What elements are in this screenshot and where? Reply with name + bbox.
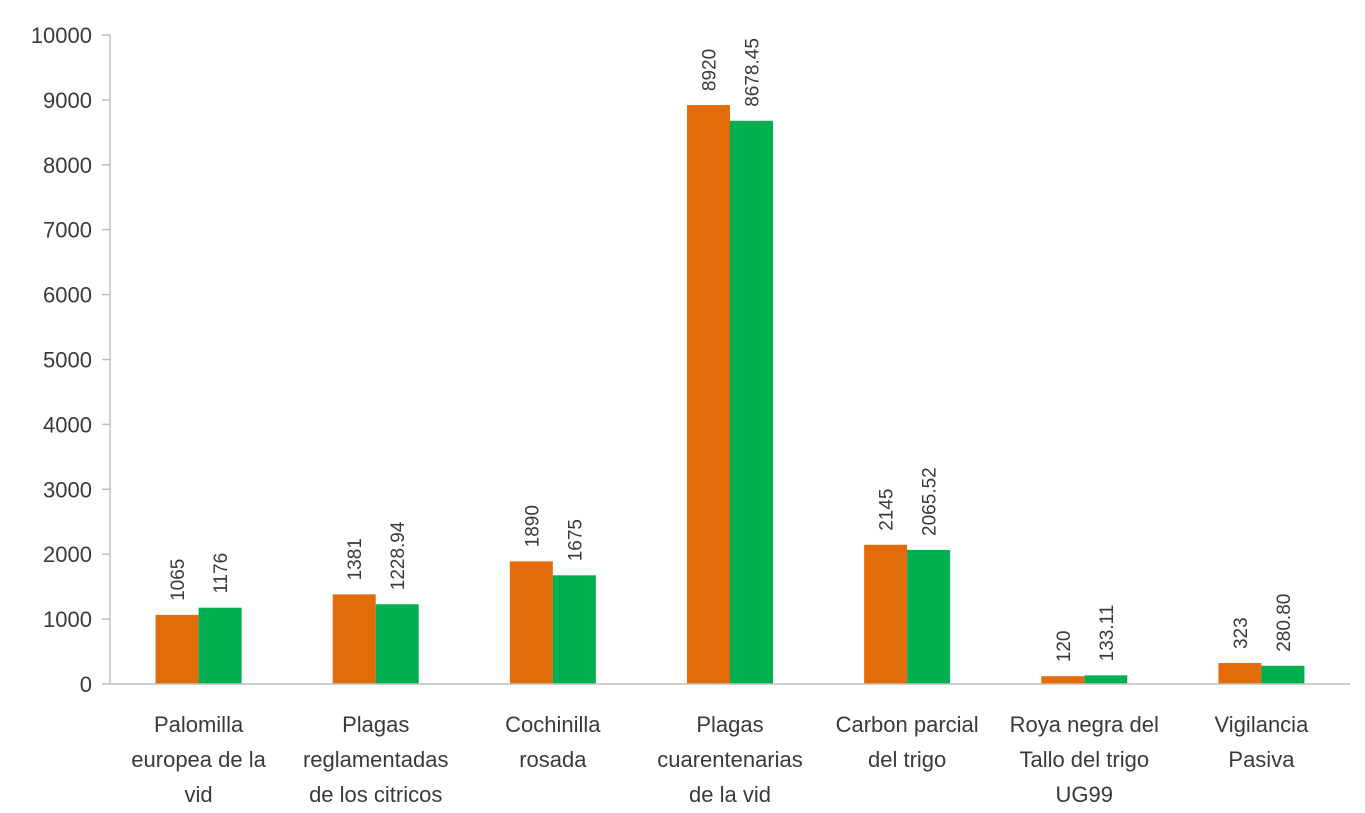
bar-series-1-7 [1218, 663, 1262, 684]
data-label-series-1-3: 1890 [522, 505, 543, 547]
data-label-series-1-7: 323 [1231, 617, 1252, 649]
y-tick-label: 6000 [43, 283, 92, 308]
bar-series-2-4 [730, 120, 773, 684]
y-tick-label: 1000 [43, 607, 92, 632]
x-category-label: Pasiva [1228, 747, 1295, 772]
data-label-series-2-7: 280.80 [1274, 594, 1295, 652]
data-label-series-2-4: 8678.45 [743, 38, 764, 107]
x-category-label: de los citricos [309, 782, 442, 807]
data-label-series-2-2: 1228.94 [388, 521, 409, 590]
y-tick-label: 9000 [43, 88, 92, 113]
data-label-series-2-1: 1176 [211, 553, 232, 594]
x-category-label: rosada [519, 747, 587, 772]
y-tick-label: 0 [80, 672, 92, 697]
y-tick-label: 4000 [43, 412, 92, 437]
bar-series-1-2 [332, 594, 376, 684]
data-label-series-2-3: 1675 [565, 519, 586, 561]
x-category-label: UG99 [1056, 782, 1113, 807]
x-category-label: del trigo [868, 747, 946, 772]
x-category-label: cuarentenarias [657, 747, 803, 772]
bar-series-2-7 [1261, 665, 1305, 684]
bar-series-2-5 [907, 549, 951, 684]
bar-series-2-3 [552, 575, 596, 684]
bar-series-1-3 [509, 561, 553, 684]
x-axis: Palomilla europea de la vid Plagas reglament… [110, 683, 1350, 807]
x-category-label: Plagas [696, 712, 763, 737]
x-category-label: Tallo del trigo [1019, 747, 1149, 772]
bar-series-1-1 [155, 614, 199, 684]
bar-series-1-4 [687, 105, 730, 685]
x-category-label: Vigilancia [1215, 712, 1310, 737]
data-label-series-2-5: 2065.52 [920, 467, 941, 536]
data-label-series-1-6: 120 [1054, 631, 1075, 663]
x-category-label: vid [185, 782, 213, 807]
y-tick-label: 8000 [43, 153, 92, 178]
data-label-series-1-5: 2145 [877, 489, 898, 531]
y-tick-label: 5000 [43, 348, 92, 373]
x-category-label: Roya negra del [1010, 712, 1159, 737]
bar-series-1-6 [1041, 676, 1085, 684]
x-category-label: Cochinilla [505, 712, 601, 737]
y-tick-label: 10000 [31, 23, 92, 48]
x-category-label: Palomilla [154, 712, 244, 737]
y-tick-label: 2000 [43, 542, 92, 567]
x-category-label: de la vid [689, 782, 771, 807]
x-category-label: Plagas [342, 712, 409, 737]
bar-series-2-2 [375, 604, 419, 684]
bars [155, 105, 1305, 685]
y-tick-label: 7000 [43, 218, 92, 243]
x-category-label: Carbon parcial [836, 712, 979, 737]
data-labels: 1065 1176 1381 1228.94 1890 1675 8920 8678.45 21… [168, 38, 1295, 662]
y-axis: 0 1000 2000 3000 4000 5000 6000 7000 8000 9000 100… [31, 23, 111, 697]
bar-series-2-6 [1084, 675, 1128, 684]
bar-series-2-1 [198, 607, 242, 684]
y-tick-label: 3000 [43, 477, 92, 502]
data-label-series-1-2: 1381 [345, 538, 366, 580]
x-category-label: reglamentadas [303, 747, 449, 772]
bar-series-1-5 [864, 544, 908, 684]
x-category-label: europea de la [131, 747, 266, 772]
data-label-series-1-1: 1065 [168, 559, 189, 601]
data-label-series-1-4: 8920 [700, 49, 721, 91]
data-label-series-2-6: 133.11 [1097, 605, 1118, 662]
